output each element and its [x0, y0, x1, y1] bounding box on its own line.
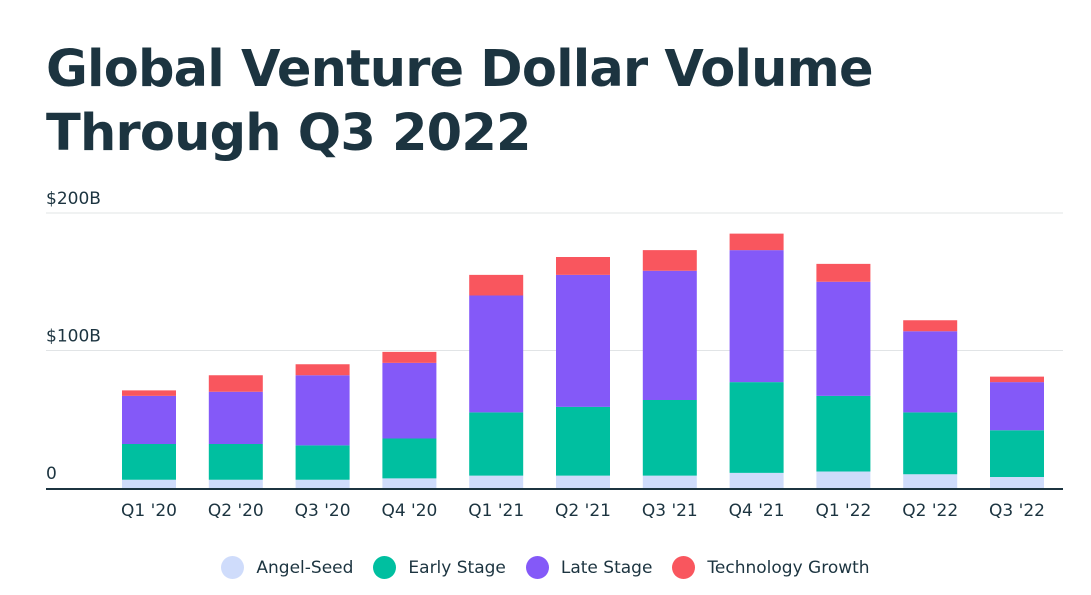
- legend-item: Angel-Seed: [221, 556, 353, 579]
- bar-segment: [382, 438, 437, 479]
- legend-swatch: [373, 556, 397, 579]
- bar-segment: [729, 233, 784, 251]
- legend-swatch: [672, 556, 696, 579]
- bar-segment: [382, 351, 437, 363]
- legend-item: Technology Growth: [672, 556, 870, 579]
- x-tick-label: Q1 '21: [468, 501, 524, 521]
- x-tick-label: Q4 '20: [381, 501, 437, 521]
- x-tick-label: Q4 '21: [729, 501, 785, 521]
- y-tick-label: $200B: [46, 189, 101, 209]
- bar-segment: [382, 362, 437, 439]
- bar-segment: [990, 382, 1044, 431]
- bar-segment: [816, 263, 871, 282]
- bar-segment: [122, 390, 176, 396]
- bar-segment: [816, 471, 871, 488]
- bar-segment: [556, 257, 610, 275]
- bar-segment: [469, 475, 524, 488]
- bar-segment: [642, 270, 697, 400]
- legend-item: Early Stage: [373, 556, 506, 579]
- bar-segment: [208, 375, 263, 392]
- x-tick-label: Q2 '22: [902, 501, 958, 521]
- x-tick-label: Q1 '20: [121, 501, 177, 521]
- chart-title: Global Venture Dollar Volume Through Q3 …: [46, 40, 874, 163]
- bar-segment: [295, 364, 350, 376]
- legend-swatch: [525, 556, 549, 579]
- bar-segment: [556, 406, 610, 476]
- bar-segment: [208, 479, 263, 488]
- bar-segment: [122, 479, 176, 488]
- bar-segment: [903, 320, 958, 332]
- legend-label: Angel-Seed: [256, 557, 354, 578]
- legend-label: Late Stage: [560, 557, 653, 578]
- bar-segment: [816, 395, 871, 472]
- bar-segment: [990, 430, 1044, 477]
- bar-segment: [556, 475, 610, 488]
- bar-segment: [208, 391, 263, 444]
- x-tick-label: Q3 '20: [295, 501, 351, 521]
- bar-segment: [469, 295, 524, 413]
- chart-legend: Angel-Seed Early Stage Late Stage Technolog…: [0, 556, 1091, 579]
- bar-segment: [729, 382, 784, 473]
- x-tick-label: Q2 '21: [555, 501, 611, 521]
- bar-segment: [903, 412, 958, 475]
- x-tick-label: Q2 '20: [208, 501, 264, 521]
- bar-segment: [729, 472, 784, 488]
- x-tick-label: Q3 '21: [642, 501, 698, 521]
- bar-segment: [816, 281, 871, 396]
- bar-segment: [208, 444, 263, 480]
- bar-segment: [903, 331, 958, 413]
- legend-item: Late Stage: [525, 556, 653, 579]
- bar-segment: [990, 477, 1044, 488]
- legend-swatch: [221, 556, 245, 579]
- bar-segment: [122, 444, 176, 480]
- legend-label: Technology Growth: [707, 557, 870, 578]
- bar-segment: [295, 375, 350, 446]
- y-tick-label: $100B: [46, 327, 101, 347]
- bar-segment: [295, 445, 350, 480]
- bar-segment: [469, 412, 524, 476]
- bar-segment: [382, 478, 437, 488]
- bar-segment: [729, 250, 784, 383]
- bar-segment: [295, 479, 350, 488]
- bar-segment: [642, 400, 697, 476]
- bar-segment: [990, 376, 1044, 383]
- bar-segment: [903, 474, 958, 488]
- y-tick-label: 0: [46, 464, 57, 484]
- bar-segment: [642, 475, 697, 488]
- bar-segment: [642, 250, 697, 271]
- x-tick-label: Q1 '22: [815, 501, 871, 521]
- bar-segment: [556, 274, 610, 407]
- x-tick-label: Q3 '22: [989, 501, 1045, 521]
- bar-segment: [122, 395, 176, 444]
- bar-segment: [469, 274, 524, 296]
- legend-label: Early Stage: [408, 557, 506, 578]
